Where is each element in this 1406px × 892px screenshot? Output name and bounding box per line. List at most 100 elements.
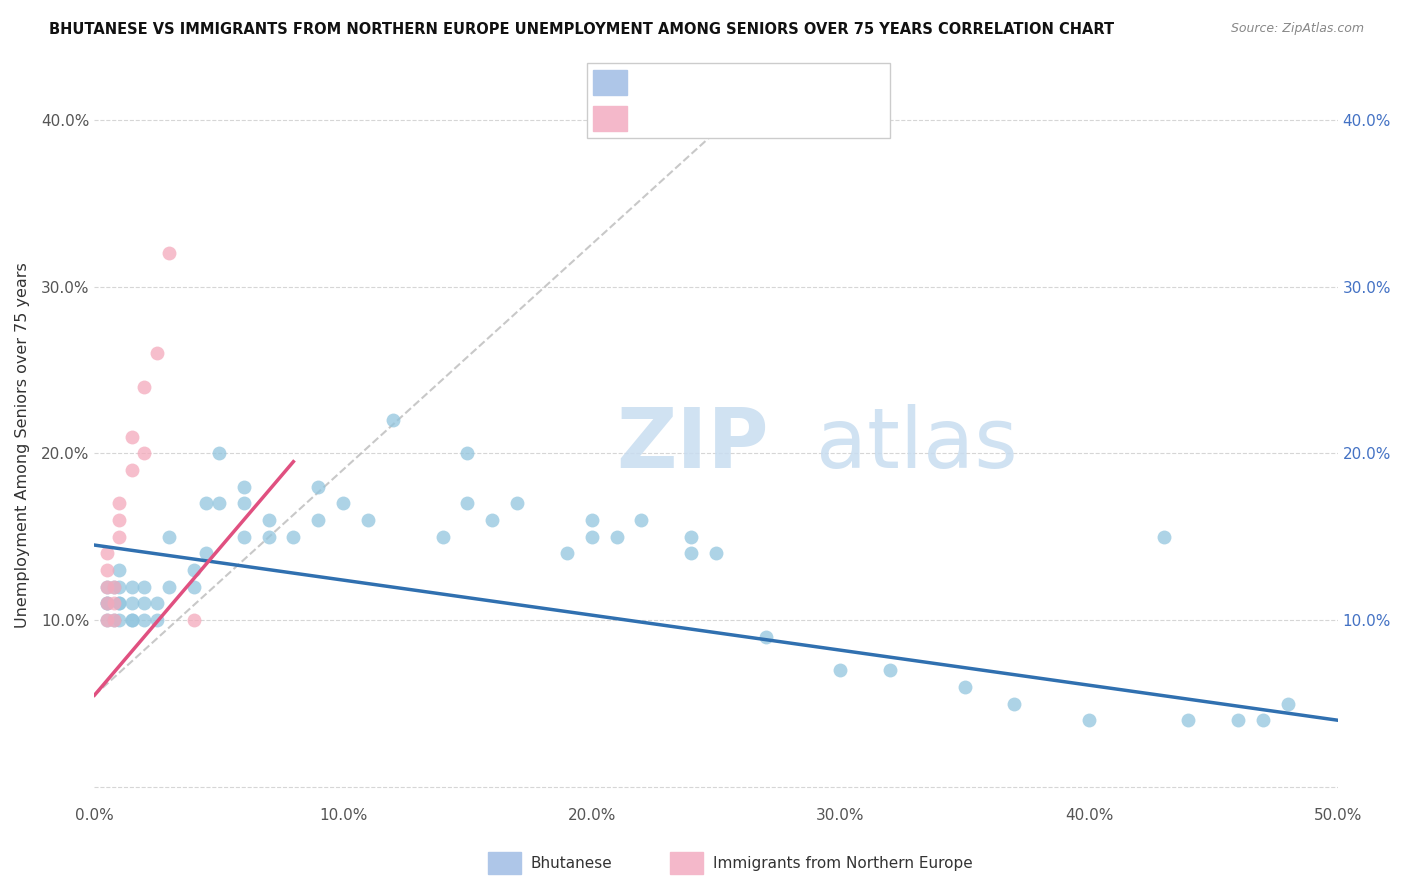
Point <box>232 480 254 494</box>
Text: Source: ZipAtlas.com: Source: ZipAtlas.com <box>1230 22 1364 36</box>
Point <box>103 597 125 611</box>
FancyBboxPatch shape <box>593 70 627 95</box>
Point <box>103 580 125 594</box>
Point <box>755 630 778 644</box>
Point <box>145 613 167 627</box>
Point <box>183 563 205 577</box>
Point <box>555 546 578 560</box>
Point <box>96 580 118 594</box>
Point <box>157 530 180 544</box>
Point <box>332 496 354 510</box>
Point <box>1277 697 1299 711</box>
Point <box>157 246 180 260</box>
Point <box>879 663 901 677</box>
Point <box>121 613 143 627</box>
Text: BHUTANESE VS IMMIGRANTS FROM NORTHERN EUROPE UNEMPLOYMENT AMONG SENIORS OVER 75 : BHUTANESE VS IMMIGRANTS FROM NORTHERN EU… <box>49 22 1115 37</box>
Point <box>121 580 143 594</box>
Point <box>232 530 254 544</box>
Point <box>108 580 131 594</box>
Point <box>506 496 529 510</box>
Point <box>307 480 329 494</box>
Point <box>121 597 143 611</box>
Point <box>257 530 280 544</box>
Text: 0.509: 0.509 <box>697 109 751 127</box>
Point <box>704 546 727 560</box>
Text: ZIP: ZIP <box>617 404 769 485</box>
Point <box>96 597 118 611</box>
Point <box>157 580 180 594</box>
Point <box>121 430 143 444</box>
Point <box>96 563 118 577</box>
Text: 63: 63 <box>837 74 858 92</box>
Text: atlas: atlas <box>815 404 1018 485</box>
Point <box>96 597 118 611</box>
Text: N =: N = <box>785 109 815 127</box>
Text: Bhutanese: Bhutanese <box>531 855 613 871</box>
Point <box>481 513 503 527</box>
Point <box>630 513 652 527</box>
FancyBboxPatch shape <box>586 63 890 137</box>
Point <box>208 496 231 510</box>
Point <box>134 613 156 627</box>
Point <box>108 597 131 611</box>
Point <box>681 546 703 560</box>
Point <box>96 613 118 627</box>
Point <box>108 597 131 611</box>
Point <box>134 446 156 460</box>
Point <box>103 613 125 627</box>
Point <box>581 513 603 527</box>
Point <box>108 513 131 527</box>
Point <box>456 496 478 510</box>
Point <box>183 613 205 627</box>
Text: R =: R = <box>640 109 669 127</box>
Point <box>381 413 404 427</box>
Point <box>108 563 131 577</box>
Text: 18: 18 <box>837 109 858 127</box>
Point <box>108 530 131 544</box>
FancyBboxPatch shape <box>593 105 627 130</box>
Point <box>134 379 156 393</box>
Point <box>1227 713 1250 727</box>
Point <box>121 463 143 477</box>
Point <box>456 446 478 460</box>
Point <box>96 597 118 611</box>
Point <box>121 613 143 627</box>
Point <box>96 546 118 560</box>
Point <box>208 446 231 460</box>
Point <box>1153 530 1175 544</box>
Point <box>581 530 603 544</box>
Point <box>283 530 305 544</box>
Text: Immigrants from Northern Europe: Immigrants from Northern Europe <box>713 855 973 871</box>
Point <box>606 530 628 544</box>
Point <box>257 513 280 527</box>
Point <box>1078 713 1101 727</box>
Y-axis label: Unemployment Among Seniors over 75 years: Unemployment Among Seniors over 75 years <box>15 262 30 628</box>
Text: R =: R = <box>640 74 669 92</box>
Point <box>96 580 118 594</box>
Point <box>145 346 167 360</box>
Point <box>96 613 118 627</box>
Text: N =: N = <box>785 74 815 92</box>
Text: -0.343: -0.343 <box>697 74 751 92</box>
Point <box>195 496 218 510</box>
Point <box>307 513 329 527</box>
Point <box>145 597 167 611</box>
Point <box>103 580 125 594</box>
FancyBboxPatch shape <box>488 852 522 874</box>
Point <box>681 530 703 544</box>
Point <box>108 613 131 627</box>
Point <box>134 580 156 594</box>
Point <box>1177 713 1199 727</box>
Point <box>1002 697 1025 711</box>
Point <box>1251 713 1274 727</box>
Point <box>103 613 125 627</box>
Point <box>432 530 454 544</box>
FancyBboxPatch shape <box>669 852 703 874</box>
Point <box>108 496 131 510</box>
Point <box>830 663 852 677</box>
Point <box>134 597 156 611</box>
Point <box>232 496 254 510</box>
Point <box>183 580 205 594</box>
Point <box>195 546 218 560</box>
Point <box>357 513 380 527</box>
